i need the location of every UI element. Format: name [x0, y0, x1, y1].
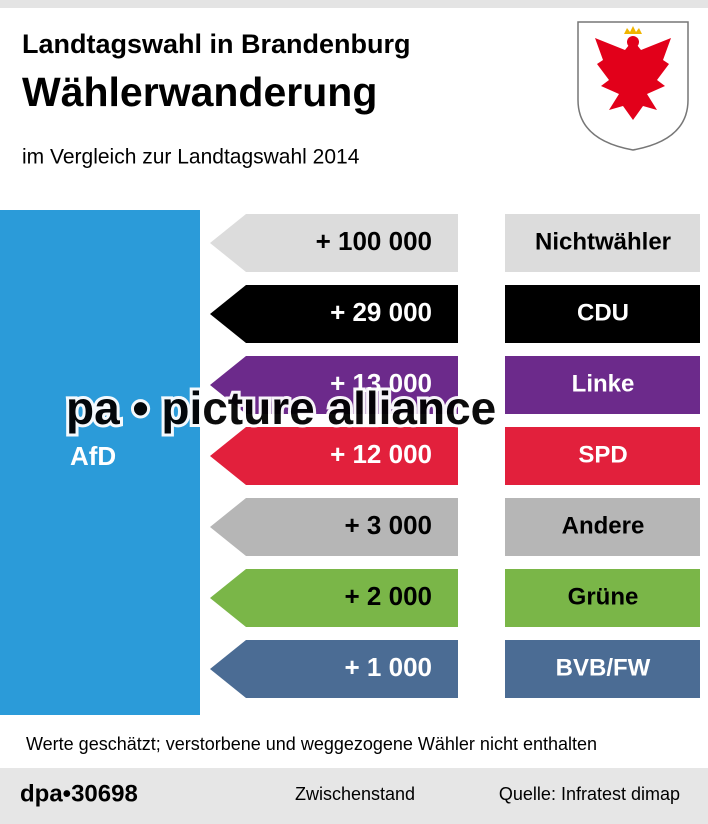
party-box — [505, 285, 700, 343]
flow-value: + 2 000 — [345, 581, 432, 611]
party-box — [505, 356, 700, 414]
subtitle: im Vergleich zur Landtagswahl 2014 — [22, 146, 360, 169]
party-label: Linke — [572, 370, 635, 397]
party-box — [505, 498, 700, 556]
party-box — [505, 640, 700, 698]
arrow — [210, 427, 458, 485]
arrow — [210, 214, 458, 272]
party-label: CDU — [577, 299, 629, 326]
party-box — [505, 427, 700, 485]
title: Landtagswahl in Brandenburg — [22, 29, 411, 59]
rows: + 100 000 Nichtwähler + 29 000 CDU + 13 000 L… — [210, 214, 700, 698]
top-band — [0, 0, 708, 8]
flow-value: + 1 000 — [345, 652, 432, 682]
party-label: SPD — [578, 441, 627, 468]
target-label: AfD — [70, 441, 116, 471]
flow-value: + 29 000 — [330, 297, 432, 327]
arrow — [210, 285, 458, 343]
arrow — [210, 356, 458, 414]
heading: Wählerwanderung — [22, 69, 377, 115]
watermark: pa • picture alliance — [66, 382, 496, 434]
party-box — [505, 214, 700, 272]
footer-id: dpa•30698 — [20, 780, 138, 807]
flow-value: + 3 000 — [345, 510, 432, 540]
party-label: Andere — [562, 512, 645, 539]
arrow — [210, 498, 458, 556]
footer-band — [0, 768, 708, 824]
arrow — [210, 640, 458, 698]
party-label: Grüne — [568, 583, 639, 610]
flow-value: + 12 000 — [330, 439, 432, 469]
party-box — [505, 569, 700, 627]
flow-value: + 13 000 — [330, 368, 432, 398]
arrow — [210, 569, 458, 627]
footer-status: Zwischenstand — [295, 784, 415, 804]
coat-of-arms — [577, 21, 689, 151]
party-label: BVB/FW — [556, 654, 651, 681]
footer-source: Quelle: Infratest dimap — [499, 784, 680, 804]
target-block — [0, 210, 200, 715]
note: Werte geschätzt; verstorbene und weggezo… — [26, 734, 597, 754]
party-label: Nichtwähler — [535, 228, 671, 255]
flow-value: + 100 000 — [316, 226, 432, 256]
